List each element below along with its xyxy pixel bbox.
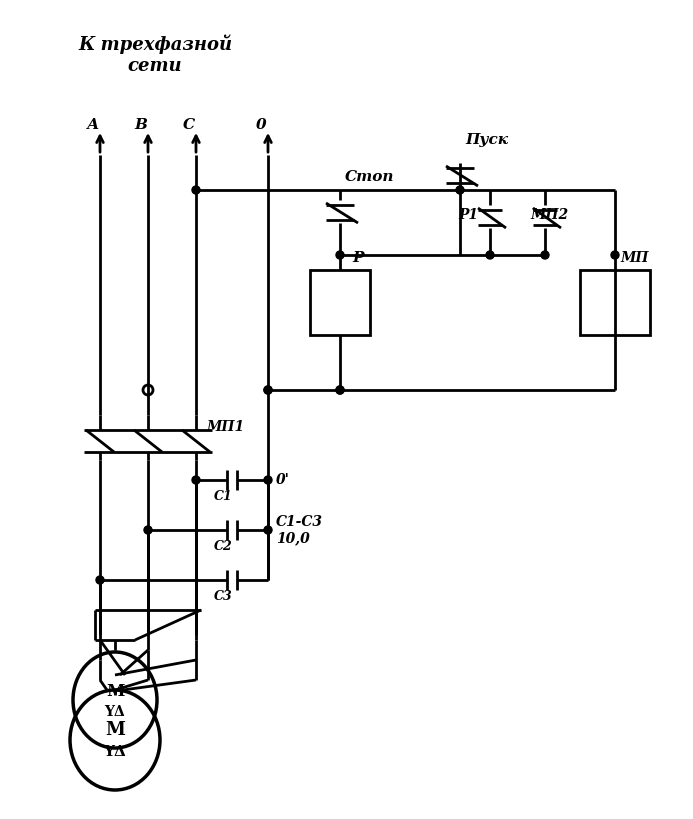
Circle shape	[264, 386, 272, 394]
Text: МП2: МП2	[530, 208, 568, 222]
Text: YΔ: YΔ	[103, 745, 126, 759]
Circle shape	[264, 386, 272, 394]
Text: М: М	[105, 721, 125, 739]
Text: 10,0: 10,0	[276, 531, 310, 545]
Text: С3: С3	[214, 590, 233, 603]
Text: 0': 0'	[276, 473, 290, 487]
Text: YΔ: YΔ	[105, 705, 125, 719]
Text: С: С	[183, 118, 195, 132]
Text: С1: С1	[214, 490, 233, 503]
Circle shape	[611, 251, 619, 259]
Circle shape	[541, 251, 549, 259]
Circle shape	[336, 386, 344, 394]
Text: М: М	[106, 684, 124, 700]
Text: Р: Р	[352, 251, 364, 265]
Circle shape	[264, 476, 272, 484]
Circle shape	[264, 526, 272, 534]
Text: МП1: МП1	[206, 420, 244, 434]
Text: С1-С3: С1-С3	[276, 515, 323, 529]
Circle shape	[486, 251, 494, 259]
Text: А: А	[87, 118, 99, 132]
Circle shape	[456, 186, 464, 194]
Text: 0: 0	[256, 118, 266, 132]
Text: В: В	[134, 118, 148, 132]
Circle shape	[192, 186, 200, 194]
Circle shape	[143, 385, 153, 395]
Text: Пуск: Пуск	[465, 133, 508, 147]
Bar	[310, 270, 370, 335]
Text: Р1: Р1	[458, 208, 478, 222]
Circle shape	[336, 251, 344, 259]
Text: С2: С2	[214, 540, 233, 553]
Bar	[580, 270, 650, 335]
Text: К трехфазной
сети: К трехфазной сети	[78, 35, 232, 75]
Circle shape	[192, 476, 200, 484]
Circle shape	[96, 576, 104, 584]
Text: МП: МП	[620, 251, 649, 265]
Text: Стоп: Стоп	[345, 170, 394, 184]
Circle shape	[144, 526, 152, 534]
Circle shape	[336, 386, 344, 394]
